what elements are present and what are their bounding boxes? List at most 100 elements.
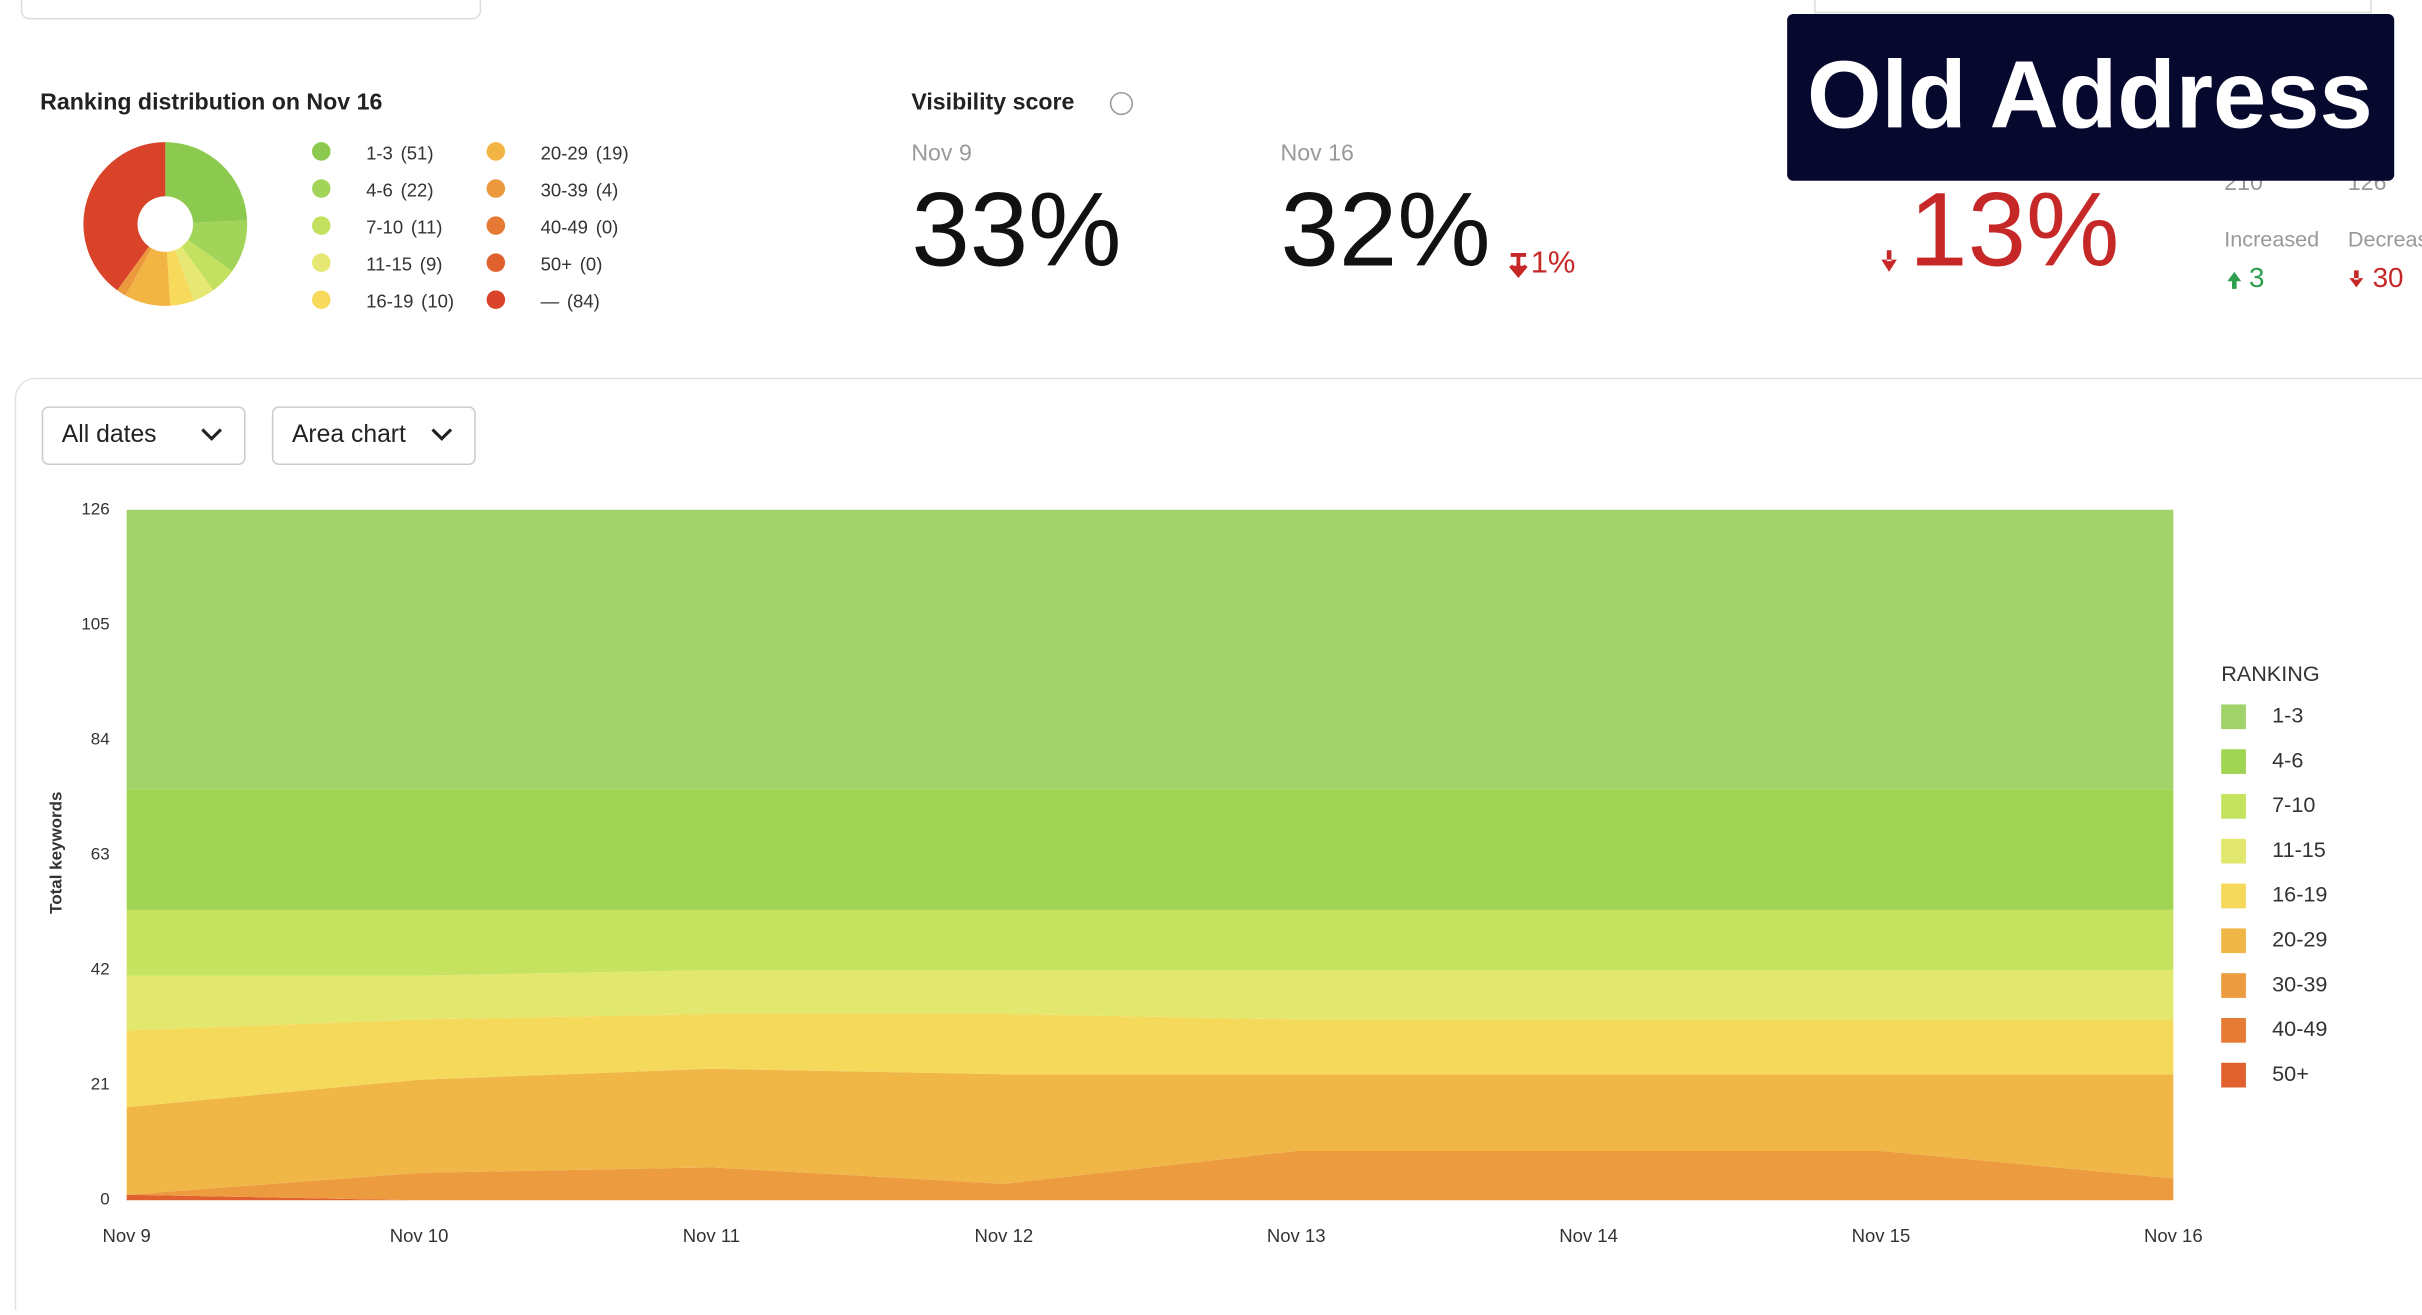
area — [126, 1194, 2174, 1201]
legend-dot — [312, 216, 331, 235]
legend-dot — [312, 253, 331, 272]
legend-dot — [312, 290, 331, 309]
toolbar[interactable] — [1814, 0, 2372, 14]
down-arrow — [1509, 253, 1528, 279]
legend-count: (9) — [420, 254, 443, 275]
legend-label: 16-19 — [2272, 882, 2327, 907]
y-tick-label: 63 — [91, 845, 110, 864]
donut-slice — [166, 250, 195, 306]
legend-count: (0) — [596, 217, 619, 238]
legend-dot — [486, 216, 506, 235]
legend-swatch — [2221, 749, 2246, 774]
date-filter-text: All dates — [62, 421, 157, 448]
increased-label: Increased — [2224, 227, 2319, 252]
decreased: 30 — [2373, 262, 2404, 293]
legend-swatch — [2221, 794, 2246, 819]
from-date: Nov 9 — [911, 140, 971, 166]
legend-dot — [486, 290, 506, 309]
legend-swatch — [2221, 883, 2246, 909]
legend-title: RANKING — [2221, 661, 2319, 686]
legend-label: 30-39 — [2272, 971, 2327, 996]
area — [126, 1150, 2174, 1201]
legend-label: 50+ — [2272, 1061, 2309, 1086]
down-arrow — [1881, 250, 1897, 272]
legend-label: 20-29 — [2272, 926, 2327, 951]
x-tick-label: Nov 11 — [683, 1225, 740, 1246]
y-tick-label: 105 — [81, 614, 109, 633]
up-arrow — [2227, 271, 2242, 289]
legend-label: 4-6 — [2272, 747, 2303, 772]
y-tick-label: 0 — [100, 1190, 109, 1209]
info-icon[interactable] — [1109, 91, 1133, 116]
legend-dot — [486, 142, 506, 161]
y-tick-label: 84 — [91, 729, 110, 748]
card — [14, 377, 2422, 1310]
search-box[interactable] — [20, 0, 482, 20]
x-tick-label: Nov 10 — [390, 1225, 449, 1246]
overlay-text: Old Address — [1807, 41, 2373, 148]
date-filter[interactable] — [41, 406, 246, 466]
legend-dot — [486, 253, 506, 272]
donut-slice — [125, 248, 171, 306]
legend-swatch — [2221, 704, 2246, 730]
legend-dot — [312, 142, 331, 161]
legend-swatch — [2221, 1017, 2246, 1043]
legend-dot — [312, 179, 331, 198]
donut-slice — [175, 246, 214, 301]
area — [126, 970, 2174, 1031]
chart-type-text: Area chart — [292, 421, 406, 448]
x-tick-label: Nov 9 — [102, 1225, 150, 1246]
legend-count: (0) — [580, 254, 603, 275]
legend-label: 1-3 — [366, 142, 393, 163]
area — [126, 789, 2174, 910]
legend-label: 20-29 — [541, 142, 588, 163]
legend-swatch — [2221, 973, 2246, 998]
y-axis-label: Total keywords — [47, 792, 66, 914]
area — [126, 909, 2174, 976]
increased: 3 — [2249, 262, 2264, 293]
overview-change: 13% — [1909, 172, 2119, 289]
chart-type[interactable] — [271, 406, 476, 466]
from-value: 33% — [911, 172, 1121, 289]
area — [126, 509, 2174, 790]
decreased-label: Decreas — [2348, 227, 2422, 252]
legend-count: (51) — [401, 142, 434, 163]
legend-count: (10) — [421, 291, 454, 312]
y-tick-label: 126 — [81, 499, 109, 518]
visibility-change: 1% — [1531, 244, 1576, 279]
legend-label: 40-49 — [2272, 1016, 2327, 1041]
y-tick-label: 42 — [91, 960, 110, 979]
legend-label: 1-3 — [2272, 703, 2303, 728]
to-date: Nov 16 — [1281, 140, 1354, 166]
legend-label: 16-19 — [366, 291, 413, 312]
donut-slice — [117, 246, 152, 296]
area — [126, 1068, 2174, 1195]
y-tick-label: 21 — [91, 1075, 110, 1094]
legend-label: 4-6 — [366, 179, 393, 200]
legend-label: 7-10 — [366, 217, 403, 238]
down-arrow — [2349, 270, 2364, 288]
donut-slice — [181, 240, 233, 291]
legend-label: 7-10 — [2272, 792, 2315, 817]
x-tick-label: Nov 14 — [1559, 1225, 1618, 1246]
legend-count: (11) — [411, 217, 443, 238]
legend-label: 40-49 — [541, 217, 588, 238]
donut-slice — [83, 142, 166, 291]
legend-count: (84) — [567, 291, 600, 312]
x-tick-label: Nov 12 — [974, 1225, 1033, 1246]
legend-dot — [486, 179, 506, 198]
legend-swatch — [2221, 1062, 2246, 1088]
x-tick-label: Nov 13 — [1267, 1225, 1326, 1246]
legend-label: — — [541, 291, 560, 312]
legend-count: (4) — [596, 179, 619, 200]
x-tick-label: Nov 15 — [1852, 1225, 1911, 1246]
legend-label: 30-39 — [541, 179, 588, 200]
legend-swatch — [2221, 838, 2246, 864]
donut-slice — [165, 142, 248, 223]
visibility-title: Visibility score — [911, 89, 1074, 115]
x-tick-label: Nov 16 — [2144, 1225, 2203, 1246]
overlay-box — [1787, 13, 2395, 181]
legend-label: 50+ — [541, 254, 572, 275]
